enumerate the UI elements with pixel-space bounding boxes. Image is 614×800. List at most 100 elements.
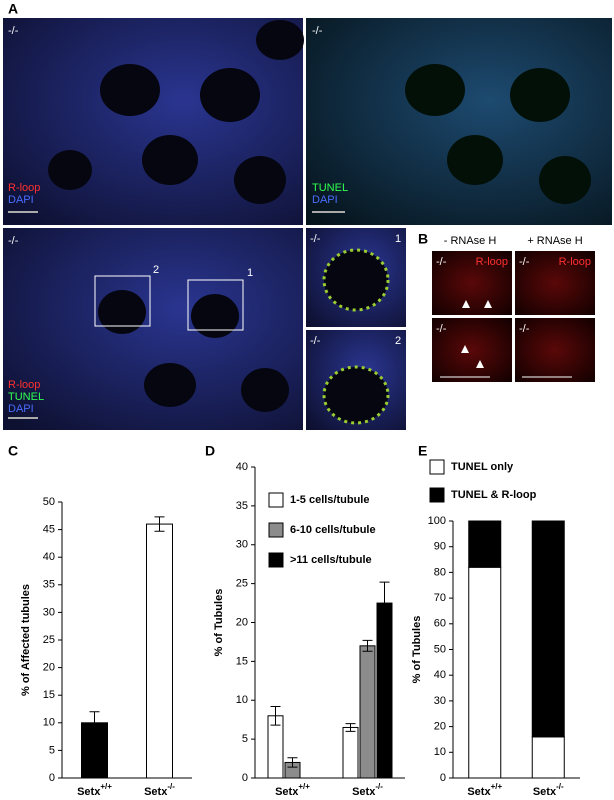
error-bar — [345, 723, 356, 732]
stain-label: DAPI — [8, 194, 34, 206]
box-label: 1 — [247, 267, 253, 279]
y-tick-label: 30 — [236, 539, 248, 551]
genotype: -/- — [312, 25, 323, 37]
column-label: - RNAse H — [444, 235, 497, 247]
y-tick-label: 25 — [236, 578, 248, 590]
bar-segment — [531, 520, 565, 738]
legend-swatch — [268, 492, 284, 508]
stain-label: R-loop — [559, 256, 591, 268]
y-tick-label: 20 — [43, 662, 55, 674]
bar — [359, 645, 376, 779]
y-tick-label: 15 — [236, 655, 248, 667]
y-tick-label: 35 — [43, 579, 55, 591]
y-tick-label: 0 — [49, 772, 55, 784]
micrograph — [3, 228, 303, 430]
y-tick-label: 70 — [434, 592, 446, 604]
y-tick-label: 0 — [242, 772, 248, 784]
panel-label: B — [418, 231, 428, 247]
error-bar — [287, 757, 298, 768]
y-tick-label: 30 — [43, 606, 55, 618]
genotype: -/- — [519, 323, 530, 335]
panel-label: D — [205, 443, 215, 459]
genotype: -/- — [310, 233, 321, 245]
y-tick-label: 30 — [434, 695, 446, 707]
y-tick-label: 5 — [242, 733, 248, 745]
y-tick-label: 25 — [43, 634, 55, 646]
legend-label: 1-5 cells/tubule — [290, 494, 369, 506]
y-tick-label: 15 — [43, 689, 55, 701]
legend-label: TUNEL only — [451, 461, 514, 473]
inset-number: 1 — [395, 233, 401, 245]
stain-label: R-loop — [8, 182, 40, 194]
y-axis-label: % of Tubules — [213, 589, 225, 657]
error-bar — [362, 639, 373, 652]
y-tick-label: 10 — [236, 694, 248, 706]
y-tick-label: 45 — [43, 524, 55, 536]
genotype: -/- — [8, 25, 19, 37]
genotype: -/- — [436, 256, 447, 268]
box-label: 2 — [153, 264, 159, 276]
y-tick-label: 5 — [49, 744, 55, 756]
y-tick-label: 100 — [428, 515, 446, 527]
legend-swatch — [429, 487, 445, 503]
legend-label: 6-10 cells/tubule — [290, 524, 376, 536]
error-bar — [379, 581, 390, 625]
y-tick-label: 35 — [236, 500, 248, 512]
panel-label: C — [8, 443, 18, 459]
x-tick-label: Setx+/+ — [77, 782, 112, 798]
bar — [376, 602, 393, 779]
y-tick-label: 40 — [43, 551, 55, 563]
x-tick-label: Setx-/- — [533, 782, 564, 798]
y-tick-label: 50 — [434, 643, 446, 655]
stain-label: DAPI — [8, 403, 34, 415]
y-axis-label: % of Tubules — [411, 616, 423, 684]
legend-swatch — [268, 552, 284, 568]
error-bar — [154, 516, 165, 532]
legend-label: TUNEL & R-loop — [451, 489, 537, 501]
panel-label: E — [418, 443, 427, 459]
x-tick-label: Setx+/+ — [467, 782, 502, 798]
micrograph — [432, 251, 595, 382]
genotype: -/- — [519, 256, 530, 268]
bar — [342, 726, 359, 779]
stain-label: TUNEL — [8, 391, 44, 403]
y-tick-label: 40 — [434, 669, 446, 681]
error-bar — [270, 705, 281, 726]
y-axis-label: % of Affected tubules — [20, 584, 32, 696]
stain-label: R-loop — [8, 379, 40, 391]
y-tick-label: 10 — [434, 746, 446, 758]
x-tick-label: Setx-/- — [144, 782, 175, 798]
y-tick-label: 60 — [434, 618, 446, 630]
error-bar — [89, 711, 100, 735]
panel-label: A — [8, 1, 18, 17]
bar-segment — [468, 520, 502, 568]
bar-segment — [531, 736, 565, 779]
y-tick-label: 50 — [43, 496, 55, 508]
micrograph — [306, 18, 612, 225]
genotype: -/- — [310, 335, 321, 347]
legend-swatch — [268, 522, 284, 538]
x-tick-label: Setx+/+ — [275, 782, 310, 798]
micrograph — [3, 18, 304, 225]
stain-label: DAPI — [312, 194, 338, 206]
genotype: -/- — [8, 235, 19, 247]
legend-swatch — [429, 459, 445, 475]
micrograph — [306, 228, 406, 430]
stain-label: TUNEL — [312, 182, 348, 194]
legend-label: >11 cells/tubule — [290, 554, 372, 566]
y-tick-label: 20 — [236, 616, 248, 628]
bar-segment — [468, 566, 502, 779]
y-tick-label: 80 — [434, 566, 446, 578]
y-tick-label: 20 — [434, 721, 446, 733]
bar — [146, 523, 173, 779]
y-tick-label: 0 — [440, 772, 446, 784]
column-label: + RNAse H — [527, 235, 582, 247]
stain-label: R-loop — [476, 256, 508, 268]
y-tick-label: 10 — [43, 717, 55, 729]
y-tick-label: 40 — [236, 461, 248, 473]
x-tick-label: Setx-/- — [352, 782, 383, 798]
genotype: -/- — [436, 323, 447, 335]
inset-number: 2 — [395, 335, 401, 347]
y-tick-label: 90 — [434, 541, 446, 553]
